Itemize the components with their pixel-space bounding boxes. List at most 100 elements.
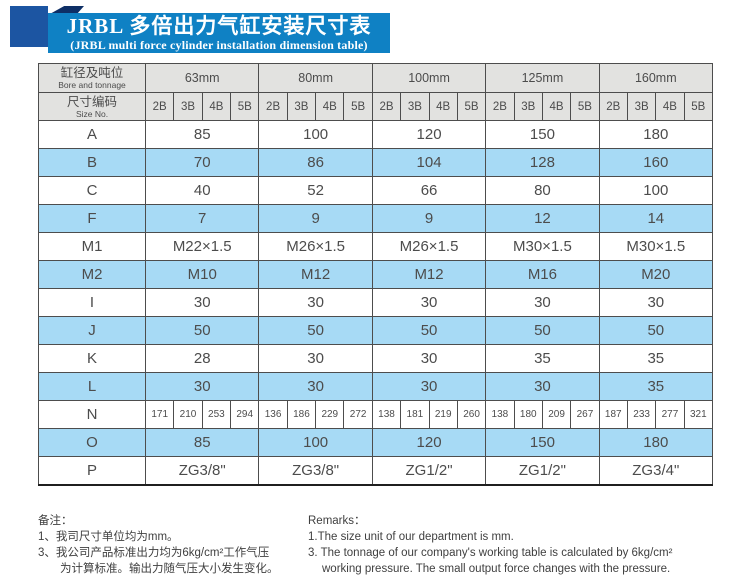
notes-en: Remarks： 1.The size unit of our departme…: [308, 513, 728, 577]
size-code-cell: 5B: [570, 92, 600, 121]
dimension-value-cell: 50: [144, 316, 260, 345]
row-label-I: I: [38, 288, 146, 317]
dimension-value-cell: 120: [371, 120, 487, 149]
table-row-B: B 70 86 104 128 160: [38, 148, 713, 177]
dimension-value-cell: 40: [144, 176, 260, 205]
row-label-B: B: [38, 148, 146, 177]
dimension-value-cell: 52: [258, 176, 373, 205]
dimension-value-cell: 253: [201, 400, 232, 429]
size-code-cell: 4B: [541, 92, 572, 121]
bore-header-160mm: 160mm: [598, 63, 713, 93]
dimension-value-cell: 180: [598, 120, 713, 149]
dimension-value-cell: 180: [513, 400, 543, 429]
table-row-M2: M2 M10 M12 M12 M16 M20: [38, 260, 713, 289]
table-row-I: I 30 30 30 30 30: [38, 288, 713, 317]
dimension-value-cell: 267: [570, 400, 600, 429]
dimension-value-cell: 30: [144, 372, 260, 401]
size-code-cell: 2B: [485, 92, 515, 121]
dimension-value-cell: 229: [315, 400, 345, 429]
dimension-value-cell: 50: [258, 316, 373, 345]
dimension-value-cell: 35: [598, 372, 713, 401]
dimension-value-cell: 260: [456, 400, 487, 429]
table-row-O: O 85 100 120 150 180: [38, 428, 713, 457]
bore-header-125mm: 125mm: [485, 63, 600, 93]
dimension-value-cell: 14: [598, 204, 713, 233]
note-line: 为计算标准。输出力随气压大小发生变化。: [60, 563, 279, 575]
dimension-value-cell: 187: [598, 400, 628, 429]
header-row-size-codes: 尺寸编码 Size No. 2B 3B 4B 5B 2B 3B 4B 5B 2B 3B 4B 5B 2B 3B…: [38, 92, 713, 121]
title-banner: JRBL 多倍出力气缸安装尺寸表 (JRBL multi force cylin…: [48, 13, 390, 53]
bore-tonnage-header: 缸径及吨位 Bore and tonnage: [38, 63, 146, 93]
size-code-cell: 5B: [683, 92, 713, 121]
size-code-cell: 4B: [315, 92, 345, 121]
dimension-value-cell: 138: [371, 400, 402, 429]
table-row-A: A 85 100 120 150 180: [38, 120, 713, 149]
dimension-value-cell: 30: [485, 288, 600, 317]
bore-header-80mm: 80mm: [258, 63, 373, 93]
dimension-value-cell: 209: [541, 400, 572, 429]
dimension-value-cell: 104: [371, 148, 487, 177]
dimension-value-cell: ZG3/4": [598, 456, 713, 485]
dimension-value-cell: 186: [286, 400, 317, 429]
dimension-value-cell: ZG3/8": [144, 456, 260, 485]
size-code-cell: 3B: [173, 92, 203, 121]
notes-cn: 备注： 1、我司尺寸单位均为mm。 3、我公司产品标准出力均为6kg/cm²工作气…: [38, 513, 303, 577]
note-line: 1、我司尺寸单位均为mm。: [38, 531, 179, 543]
size-code-cell: 3B: [286, 92, 317, 121]
size-code-cell: 2B: [144, 92, 175, 121]
dimension-value-cell: 138: [485, 400, 515, 429]
row-label-C: C: [38, 176, 146, 205]
page-title-cn: JRBL 多倍出力气缸安装尺寸表: [66, 13, 372, 38]
dimension-value-cell: 86: [258, 148, 373, 177]
dimension-value-cell: 7: [144, 204, 260, 233]
dimension-value-cell: 30: [371, 344, 487, 373]
row-label-M2: M2: [38, 260, 146, 289]
dimension-value-cell: 233: [626, 400, 657, 429]
dimension-value-cell: 30: [258, 372, 373, 401]
bore-header-100mm: 100mm: [371, 63, 487, 93]
notes-en-lines: 1.The size unit of our department is mm.…: [308, 529, 728, 577]
dimension-value-cell: 219: [428, 400, 458, 429]
dimension-value-cell: 30: [258, 344, 373, 373]
dimension-value-cell: 35: [485, 344, 600, 373]
dimension-value-cell: 50: [598, 316, 713, 345]
dimension-value-cell: 50: [371, 316, 487, 345]
table-row-K: K 28 30 30 35 35: [38, 344, 713, 373]
dimension-value-cell: 85: [144, 428, 260, 457]
dimension-value-cell: 30: [371, 372, 487, 401]
corner-decoration-square: [10, 6, 48, 47]
table-row-L: L 30 30 30 30 35: [38, 372, 713, 401]
row-label-J: J: [38, 316, 146, 345]
size-code-cell: 4B: [655, 92, 685, 121]
row-label-M1: M1: [38, 232, 146, 261]
table-row-C: C 40 52 66 80 100: [38, 176, 713, 205]
dimension-value-cell: ZG3/8": [258, 456, 373, 485]
notes-cn-heading: 备注：: [38, 515, 73, 527]
dimension-value-cell: 210: [173, 400, 203, 429]
dimension-value-cell: M12: [371, 260, 487, 289]
dimension-value-cell: 120: [371, 428, 487, 457]
dimension-value-cell: M10: [144, 260, 260, 289]
dimension-value-cell: 12: [485, 204, 600, 233]
banner-fold-decoration: [48, 6, 84, 15]
size-code-cell: 2B: [371, 92, 402, 121]
dimension-value-cell: M22×1.5: [144, 232, 260, 261]
row-label-L: L: [38, 372, 146, 401]
dimension-value-cell: M26×1.5: [371, 232, 487, 261]
dimension-value-cell: M20: [598, 260, 713, 289]
size-code-cell: 5B: [456, 92, 487, 121]
dimension-value-cell: 30: [598, 288, 713, 317]
dimension-table: 缸径及吨位 Bore and tonnage 63mm 80mm 100mm 125mm 1…: [38, 63, 713, 486]
dimension-value-cell: 128: [485, 148, 600, 177]
size-code-cell: 4B: [428, 92, 458, 121]
size-code-cell: 3B: [626, 92, 657, 121]
dimension-value-cell: 50: [485, 316, 600, 345]
dimension-value-cell: 30: [258, 288, 373, 317]
row-label-F: F: [38, 204, 146, 233]
notes-cn-lines: 1、我司尺寸单位均为mm。 3、我公司产品标准出力均为6kg/cm²工作气压 为计算…: [38, 529, 303, 577]
dimension-value-cell: 30: [485, 372, 600, 401]
dimension-value-cell: 30: [144, 288, 260, 317]
dimension-value-cell: M30×1.5: [485, 232, 600, 261]
table-row-P: P ZG3/8" ZG3/8" ZG1/2" ZG1/2" ZG3/4": [38, 456, 713, 485]
dimension-value-cell: 70: [144, 148, 260, 177]
